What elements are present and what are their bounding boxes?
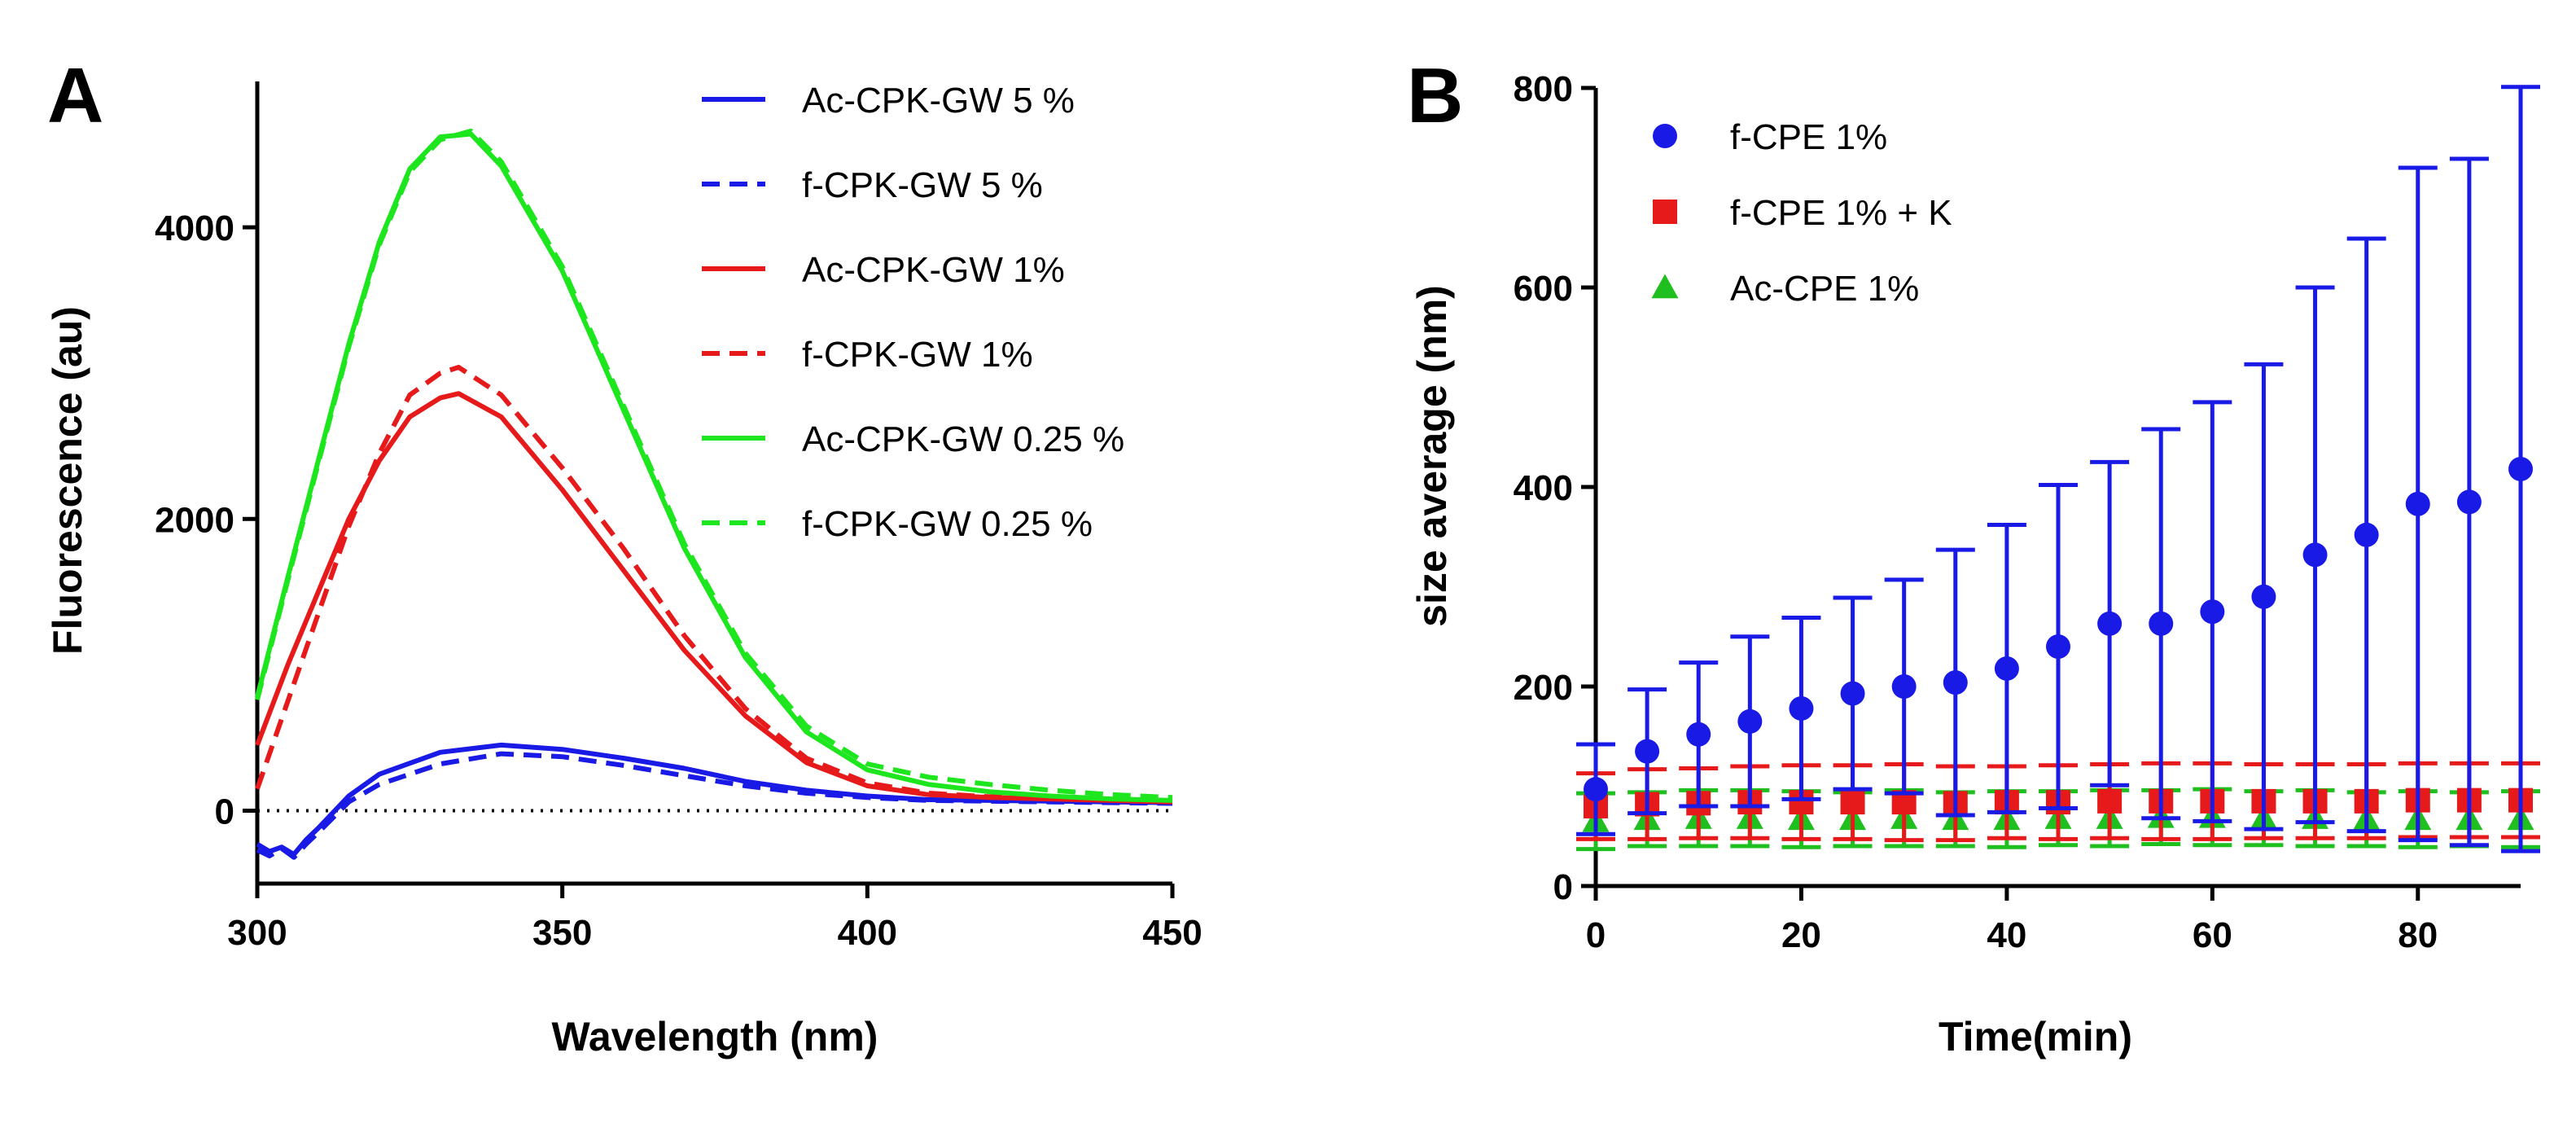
panel-a-legend-label: f-CPK-GW 0.25 %: [802, 504, 1093, 544]
panel-b-point-circle: [2097, 611, 2123, 636]
panel-b-x-tick-label: 80: [2398, 915, 2438, 955]
panel-b-point-circle: [1789, 695, 1814, 721]
panel-b-point-circle: [1635, 739, 1660, 764]
panel-a-x-tick-label: 450: [1142, 913, 1202, 953]
panel-b-legend-marker: [1653, 200, 1677, 224]
panel-b-point-circle: [1943, 670, 1968, 695]
panel-a-legend-label: Ac-CPK-GW 5 %: [802, 81, 1075, 121]
panel-a-series-line-3: [255, 365, 1173, 804]
panel-b-point-circle: [2302, 542, 2328, 568]
panel-b-point-circle: [2456, 489, 2482, 515]
panel-a-legend-label: f-CPK-GW 1%: [802, 335, 1033, 375]
panel-b-legend-label: f-CPE 1% + K: [1730, 193, 1952, 233]
panel-b-letter: B: [1407, 52, 1463, 139]
panel-b-point-circle: [2508, 456, 2533, 481]
panel-b-x-tick-label: 0: [1586, 915, 1606, 955]
panel-b-point-circle: [2149, 611, 2174, 636]
panel-b-y-tick-label: 600: [1514, 269, 1573, 309]
panel-b-point-circle: [1891, 674, 1917, 699]
panel-b-x-tick-label: 60: [2193, 915, 2232, 955]
panel-b-point-circle: [2354, 522, 2379, 547]
panel-a-y-tick-label: 4000: [155, 208, 234, 248]
panel-b-y-tick-label: 200: [1514, 668, 1573, 708]
panel-b-legend: f-CPE 1% f-CPE 1% + K Ac-CPE 1%: [1651, 117, 1952, 309]
panel-b-point-circle: [2405, 491, 2430, 516]
panel-a-x-tick-label: 400: [838, 913, 897, 953]
panel-b-x-axis-title: Time(min): [1939, 1014, 2132, 1059]
panel-b-y-axis-title: size average (nm): [1409, 285, 1455, 627]
panel-a-series-line-1: [256, 751, 1173, 860]
panel-a-x-tick-label: 300: [227, 913, 287, 953]
panel-a-x-tick-label: 350: [532, 913, 592, 953]
panel-b-legend-label: f-CPE 1%: [1730, 117, 1887, 157]
panel-b-point-circle: [2200, 599, 2225, 625]
panel-a-y-tick-label: 2000: [155, 500, 234, 540]
panel-a-y-axis-title: Fluorescence (au): [45, 306, 90, 655]
panel-b-legend-marker: [1651, 274, 1679, 299]
panel-b-point-circle: [2251, 584, 2276, 609]
panel-b-y-tick-label: 400: [1514, 468, 1573, 508]
panel-b-legend-marker: [1653, 124, 1677, 148]
panel-b-point-square: [2097, 788, 2123, 814]
panel-b-point-circle: [1994, 656, 2019, 681]
panel-b-point-circle: [1737, 708, 1763, 734]
panel-a-legend: Ac-CPK-GW 5 % f-CPK-GW 5 % Ac-CPK-GW 1% f-C…: [702, 81, 1124, 544]
panel-a-y-tick-label: 0: [215, 792, 234, 831]
panel-b-legend-label: Ac-CPE 1%: [1730, 269, 1919, 309]
panel-b-point-square: [1840, 790, 1865, 815]
panel-a-legend-label: f-CPK-GW 5 %: [802, 165, 1043, 205]
panel-a-x-axis-title: Wavelength (nm): [552, 1014, 878, 1059]
panel-b-point-circle: [1840, 681, 1865, 706]
panel-a-series-line-5: [255, 128, 1173, 801]
panel-b-y-tick-label: 800: [1514, 69, 1573, 109]
panel-b-point-circle: [1686, 722, 1711, 747]
panel-a-series-line-2: [255, 391, 1173, 805]
panel-a-legend-label: Ac-CPK-GW 1%: [802, 250, 1065, 290]
panel-a-letter: A: [47, 52, 103, 139]
panel-b-x-tick-label: 20: [1781, 915, 1821, 955]
panel-b-point-circle: [2046, 634, 2070, 659]
panel-b-point-circle: [1584, 777, 1608, 802]
panel-b-y-tick-label: 0: [1553, 867, 1573, 907]
panel-a-legend-label: Ac-CPK-GW 0.25 %: [802, 419, 1124, 459]
panel-a-series-line-4: [255, 131, 1173, 803]
panel-b-x-tick-label: 40: [1987, 915, 2026, 955]
